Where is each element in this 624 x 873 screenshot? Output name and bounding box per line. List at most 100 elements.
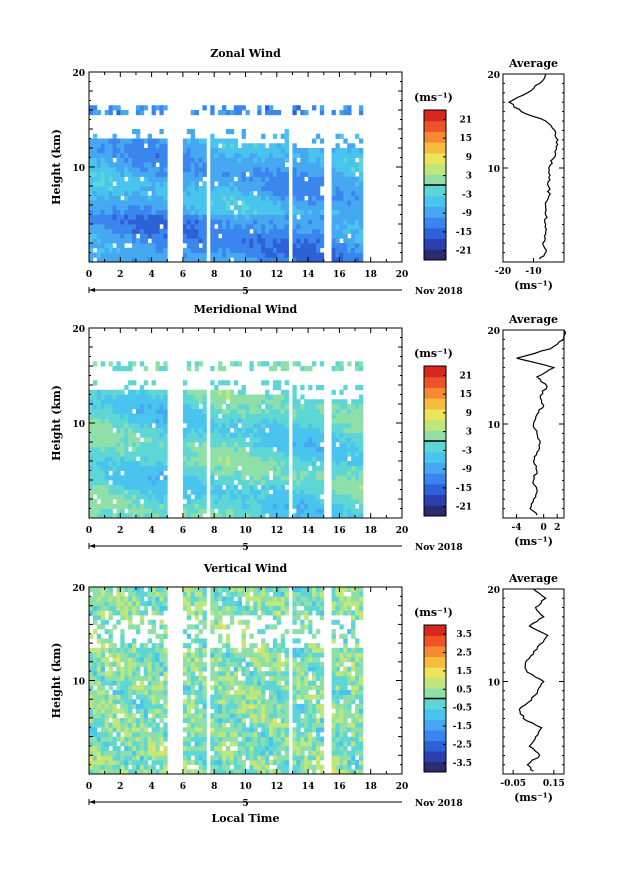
heatmap-cell [151,143,156,149]
heatmap-cell [128,209,133,215]
heatmap-cell [280,489,286,495]
heatmap-cell [218,615,223,621]
heatmap-cell [245,713,250,719]
heatmap-cell [249,750,254,756]
heatmap-cell [96,731,102,737]
heatmap-cell [308,243,313,249]
heatmap-cell [139,610,145,616]
heatmap-cell [190,389,196,395]
heatmap-cell [89,427,94,433]
heatmap-cell [159,418,164,424]
heatmap-cell [96,190,102,196]
heatmap-cell [222,513,227,519]
heatmap-cell [151,675,156,681]
heatmap-cell [237,657,242,663]
heatmap-cell [92,233,98,239]
heatmap-cell [218,380,223,386]
heatmap-cell [151,209,156,215]
heatmap-cell [194,610,199,616]
heatmap-cell [89,699,94,705]
heatmap-cell [139,167,145,173]
heatmap-cell [151,503,156,509]
heatmap-cell [218,759,223,766]
heatmap-cell [100,713,106,719]
heatmap-cell [296,219,301,225]
colorbar-tick-label: 9 [466,153,472,163]
heatmap-cell [128,157,133,163]
heatmap-cell [202,219,207,225]
heatmap-cell [351,143,356,149]
heatmap-cell [304,228,309,234]
heatmap-cell [202,195,207,201]
heatmap-cell [92,214,98,220]
heatmap-cell [214,138,219,144]
heatmap-cell [96,176,102,182]
heatmap-cell [222,456,227,462]
heatmap-cell [268,427,274,433]
heatmap-cell [268,152,274,158]
heatmap-cell [159,195,164,201]
heatmap-cell [280,157,286,163]
heatmap-cell [261,647,266,653]
heatmap-cell [159,633,164,639]
heatmap-cell [139,745,145,752]
heatmap-cell [237,399,242,405]
heatmap-cell [120,587,125,593]
heatmap-cell [241,157,246,163]
heatmap-cell [210,713,215,719]
heatmap-cell [233,647,239,653]
heatmap-cell [261,489,266,495]
heatmap-cell [233,219,239,225]
heatmap-cell [92,499,98,505]
heatmap-cell [135,437,141,443]
heatmap-cell [120,219,125,225]
heatmap-cell [245,238,250,244]
heatmap-cell [253,228,258,234]
heatmap-cell [292,257,297,263]
heatmap-cell [182,205,188,211]
heatmap-cell [347,157,352,163]
heatmap-cell [198,601,203,607]
heatmap-cell [190,446,196,452]
heatmap-cell [147,731,152,737]
heatmap-cell [108,200,113,206]
heatmap-cell [241,708,246,714]
heatmap-cell [100,689,106,695]
heatmap-cell [186,755,192,761]
heatmap-cell [355,209,360,215]
heatmap-cell [116,647,121,653]
heatmap-cell [147,442,152,448]
heatmap-cell [104,475,109,481]
heatmap-cell [210,722,215,728]
heatmap-cell [284,243,289,249]
heatmap-cell [304,186,309,192]
heatmap-cell [143,105,149,111]
heatmap-cell [253,484,258,490]
heatmap-cell [296,465,301,471]
heatmap-cell [96,480,102,486]
heatmap-cell [155,243,160,249]
heatmap-cell [100,699,106,705]
heatmap-cell [104,736,109,742]
heatmap-cell [351,219,356,225]
heatmap-cell [319,167,325,173]
colorbar-swatch [424,366,446,378]
heatmap-cell [155,209,160,215]
heatmap-cell [229,152,235,158]
heatmap-cell [257,605,262,611]
heatmap-cell [253,666,258,672]
heatmap-cell [292,252,297,258]
heatmap-cell [186,499,192,505]
heatmap-cell [249,605,254,611]
heatmap-cell [108,418,113,424]
heatmap-cell [190,152,196,158]
heatmap-cell [218,389,223,395]
heatmap-cell [249,689,254,695]
heatmap-cell [257,513,262,519]
heatmap-cell [229,404,235,410]
heatmap-cell [347,427,352,433]
heatmap-cell [237,605,242,611]
heatmap-cell [104,745,109,752]
heatmap-cell [96,233,102,239]
heatmap-cell [163,601,168,607]
